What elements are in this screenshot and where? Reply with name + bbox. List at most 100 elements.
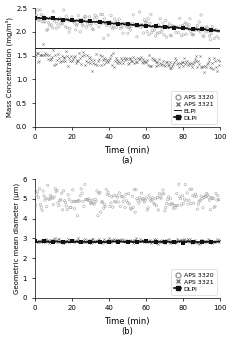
Point bbox=[204, 61, 208, 67]
Point bbox=[191, 239, 195, 245]
Point bbox=[204, 191, 208, 196]
Point bbox=[69, 205, 73, 210]
Point bbox=[173, 57, 177, 63]
Point bbox=[180, 238, 184, 243]
Point bbox=[69, 238, 73, 244]
Point bbox=[179, 238, 183, 243]
Point bbox=[195, 240, 198, 246]
Point bbox=[183, 238, 186, 244]
Point bbox=[108, 204, 111, 209]
Point bbox=[65, 53, 69, 59]
Point bbox=[161, 21, 164, 26]
Point bbox=[36, 195, 40, 200]
Point bbox=[124, 56, 128, 62]
Point bbox=[73, 60, 77, 66]
Point bbox=[199, 27, 203, 32]
Point bbox=[85, 238, 89, 243]
Point bbox=[210, 67, 214, 72]
Point bbox=[169, 65, 173, 71]
Point bbox=[45, 204, 49, 209]
Point bbox=[89, 21, 93, 26]
Point bbox=[140, 238, 144, 243]
Point bbox=[51, 239, 55, 245]
Point bbox=[210, 196, 214, 201]
Point bbox=[193, 191, 197, 197]
Point bbox=[57, 236, 61, 242]
Point bbox=[95, 238, 98, 244]
Point bbox=[134, 24, 137, 29]
Point bbox=[61, 207, 64, 213]
Point bbox=[153, 23, 157, 29]
Point bbox=[105, 21, 109, 26]
Point bbox=[202, 238, 206, 244]
Point bbox=[112, 199, 116, 204]
Point bbox=[160, 237, 163, 243]
Point bbox=[126, 239, 130, 244]
Point bbox=[184, 31, 187, 37]
Point bbox=[88, 18, 92, 24]
Point bbox=[51, 15, 55, 21]
Point bbox=[201, 69, 205, 75]
Point bbox=[183, 61, 186, 67]
Point bbox=[52, 237, 56, 242]
Point bbox=[101, 238, 105, 244]
Point bbox=[129, 238, 133, 244]
Point bbox=[176, 64, 180, 70]
Point bbox=[90, 26, 94, 32]
Point bbox=[113, 56, 117, 61]
Point bbox=[88, 239, 92, 244]
Point bbox=[181, 32, 185, 38]
Point bbox=[126, 191, 130, 196]
Point bbox=[117, 238, 121, 243]
Point bbox=[80, 190, 84, 196]
Point bbox=[107, 20, 110, 26]
Point bbox=[178, 62, 182, 67]
Point bbox=[33, 53, 36, 58]
Point bbox=[47, 20, 50, 25]
Point bbox=[146, 32, 150, 38]
Point bbox=[41, 239, 45, 245]
Point bbox=[105, 238, 109, 244]
Point bbox=[175, 203, 179, 208]
Point bbox=[179, 202, 183, 208]
Point bbox=[154, 203, 158, 208]
Point bbox=[61, 239, 64, 245]
Point bbox=[159, 239, 162, 245]
Point bbox=[167, 21, 171, 26]
Point bbox=[115, 195, 119, 200]
Point bbox=[34, 52, 37, 58]
Point bbox=[92, 239, 96, 245]
Point bbox=[61, 58, 64, 64]
Point bbox=[139, 59, 143, 64]
Point bbox=[124, 198, 128, 204]
Point bbox=[74, 23, 78, 28]
Point bbox=[42, 19, 46, 25]
Point bbox=[41, 188, 45, 194]
Point bbox=[185, 62, 189, 68]
Point bbox=[200, 64, 204, 69]
Point bbox=[85, 239, 88, 245]
Point bbox=[140, 196, 144, 202]
Point bbox=[118, 203, 122, 209]
Point bbox=[167, 59, 171, 65]
Point bbox=[211, 239, 215, 245]
Point bbox=[190, 193, 194, 198]
Point bbox=[88, 238, 92, 244]
Point bbox=[136, 56, 140, 61]
Point bbox=[214, 236, 218, 242]
Point bbox=[62, 198, 66, 203]
Point bbox=[63, 200, 67, 205]
Point bbox=[101, 206, 105, 211]
Point bbox=[142, 58, 146, 63]
Point bbox=[82, 16, 85, 21]
Point bbox=[198, 237, 202, 243]
Point bbox=[170, 201, 173, 206]
Point bbox=[47, 240, 50, 246]
Point bbox=[48, 58, 51, 63]
Point bbox=[187, 16, 191, 22]
Point bbox=[133, 22, 136, 27]
Point bbox=[96, 213, 99, 218]
Point bbox=[170, 238, 173, 244]
Point bbox=[171, 61, 174, 67]
Point bbox=[56, 17, 60, 22]
